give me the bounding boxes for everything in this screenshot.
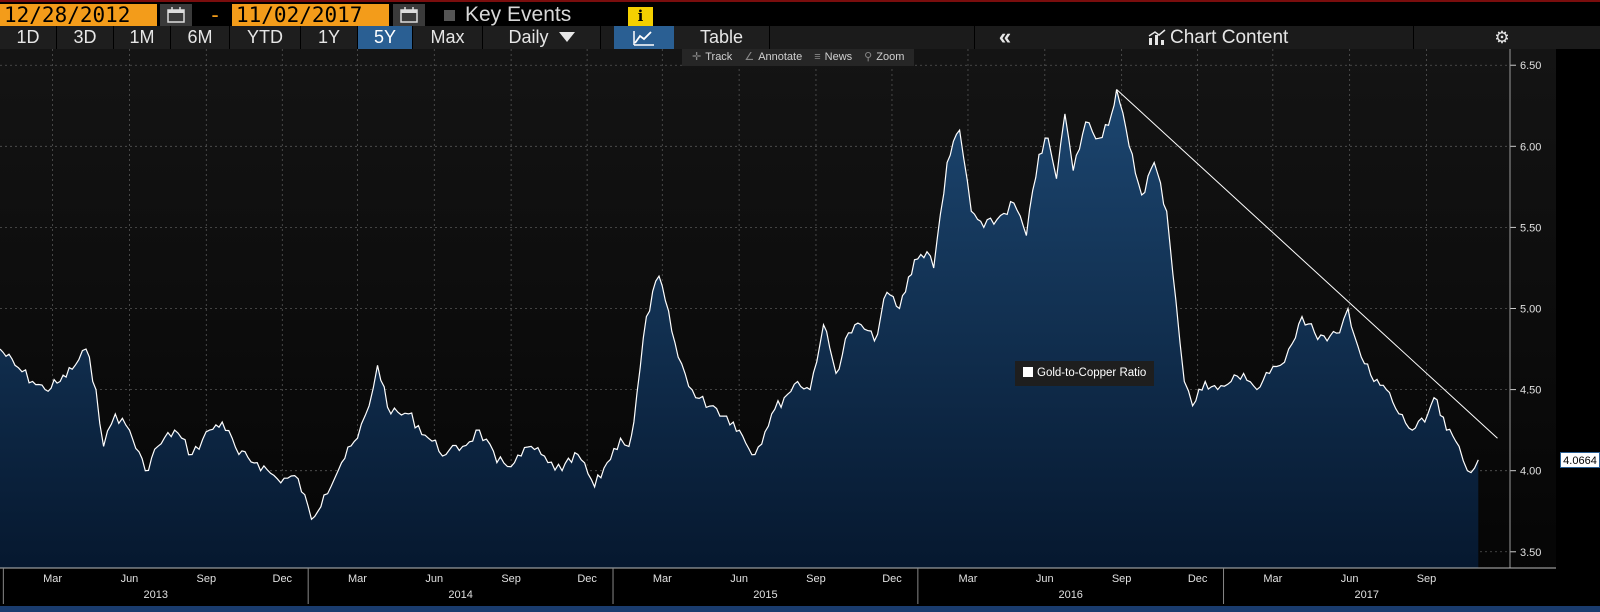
x-tick-label: Sep <box>806 573 826 585</box>
line-chart-icon <box>633 31 654 46</box>
frequency-label: Daily <box>508 27 549 47</box>
double-chevron-left-icon[interactable]: « <box>998 24 1012 49</box>
x-tick-label: Mar <box>348 573 367 585</box>
last-value-tag: 4.0664 <box>1560 451 1600 468</box>
y-tick-label: 6.50 <box>1520 60 1541 72</box>
y-tick-label: 6.00 <box>1520 141 1541 153</box>
x-tick-label: Mar <box>653 573 672 585</box>
info-button[interactable]: i <box>628 7 653 26</box>
range-button-6m[interactable]: 6M <box>171 26 230 49</box>
x-tick-label: Jun <box>1036 573 1054 585</box>
range-button-1d[interactable]: 1D <box>0 26 57 49</box>
zoom-tool[interactable]: ⚲ Zoom <box>864 51 905 63</box>
start-calendar-button[interactable] <box>160 4 192 26</box>
legend-swatch <box>1023 367 1033 377</box>
year-label: 2016 <box>1058 589 1082 601</box>
trendline[interactable] <box>1116 89 1498 439</box>
end-date-field[interactable]: 11/02/2017 <box>232 4 389 26</box>
pencil-icon: ∠ <box>744 51 755 63</box>
start-date-field[interactable]: 12/28/2012 <box>0 4 157 26</box>
legend[interactable]: Gold-to-Copper Ratio <box>1015 361 1155 386</box>
series-line[interactable] <box>0 89 1479 521</box>
series-area <box>0 89 1479 568</box>
range-button-1m[interactable]: 1M <box>114 26 171 49</box>
annotate-tool[interactable]: ∠ Annotate <box>744 51 803 63</box>
range-button-3d[interactable]: 3D <box>57 26 114 49</box>
key-events-checkbox[interactable] <box>444 10 455 21</box>
chart-type-button[interactable] <box>614 26 674 49</box>
x-tick-label: Mar <box>43 573 62 585</box>
gold-to-copper-chart[interactable]: 3.50 4.00 4.50 5.00 5.50 6.00 6.50 Mar Jun Sep De… <box>0 49 1600 612</box>
x-tick-label: Dec <box>882 573 902 585</box>
year-label: 2014 <box>448 589 472 601</box>
calendar-icon <box>400 7 418 23</box>
gear-icon[interactable]: ⚙ <box>1494 28 1510 47</box>
x-tick-label: Sep <box>501 573 521 585</box>
date-separator: - <box>211 2 219 27</box>
news-icon: ≡ <box>814 51 821 63</box>
caret-down-icon <box>558 32 575 42</box>
range-button-1y[interactable]: 1Y <box>301 26 358 49</box>
y-tick-label: 4.50 <box>1520 385 1541 397</box>
news-tool[interactable]: ≡ News <box>814 51 853 63</box>
year-label: 2013 <box>144 589 168 601</box>
legend-label: Gold-to-Copper Ratio <box>1037 367 1147 379</box>
x-tick-label: Jun <box>730 573 748 585</box>
year-label: 2015 <box>753 589 777 601</box>
calendar-icon <box>167 7 185 23</box>
y-tick-label: 3.50 <box>1520 547 1541 559</box>
x-tick-label: Sep <box>1112 573 1132 585</box>
x-tick-label: Mar <box>1263 573 1282 585</box>
track-tool[interactable]: ✛ Track <box>692 51 733 63</box>
x-tick-label: Dec <box>273 573 293 585</box>
frequency-dropdown[interactable]: Daily <box>483 26 601 49</box>
y-tick-label: 4.00 <box>1520 466 1541 478</box>
crosshair-icon: ✛ <box>692 51 702 63</box>
year-label: 2017 <box>1355 589 1379 601</box>
x-tick-label: Sep <box>1417 573 1437 585</box>
range-toolbar: 1D 3D 1M 6M YTD 1Y 5Y Max Daily Table « … <box>0 26 1600 49</box>
x-tick-label: Jun <box>121 573 139 585</box>
range-button-5y[interactable]: 5Y <box>358 26 413 49</box>
x-tick-label: Mar <box>958 573 977 585</box>
key-events-label[interactable]: Key Events <box>465 3 572 26</box>
x-tick-label: Sep <box>196 573 216 585</box>
y-tick-label: 5.50 <box>1520 222 1541 234</box>
x-tick-label: Jun <box>425 573 443 585</box>
x-tick-label: Dec <box>577 573 597 585</box>
end-calendar-button[interactable] <box>393 4 425 26</box>
x-axis-band <box>0 568 1556 612</box>
table-button[interactable]: Table <box>674 26 770 49</box>
chart-tools-strip: ✛ Track ∠ Annotate ≡ News ⚲ Zoom <box>682 49 915 66</box>
range-button-ytd[interactable]: YTD <box>230 26 301 49</box>
chart-content-button[interactable]: Chart Content <box>1170 27 1289 48</box>
x-tick-label: Dec <box>1188 573 1208 585</box>
chart-content-icon <box>1148 29 1166 45</box>
magnifier-icon: ⚲ <box>864 51 873 63</box>
bottom-strip <box>0 606 1600 612</box>
y-tick-label: 5.00 <box>1520 304 1541 316</box>
date-range-bar: 12/28/2012 - 11/02/2017 Key Events i <box>0 0 1600 26</box>
range-button-max[interactable]: Max <box>413 26 483 49</box>
x-tick-label: Jun <box>1341 573 1359 585</box>
